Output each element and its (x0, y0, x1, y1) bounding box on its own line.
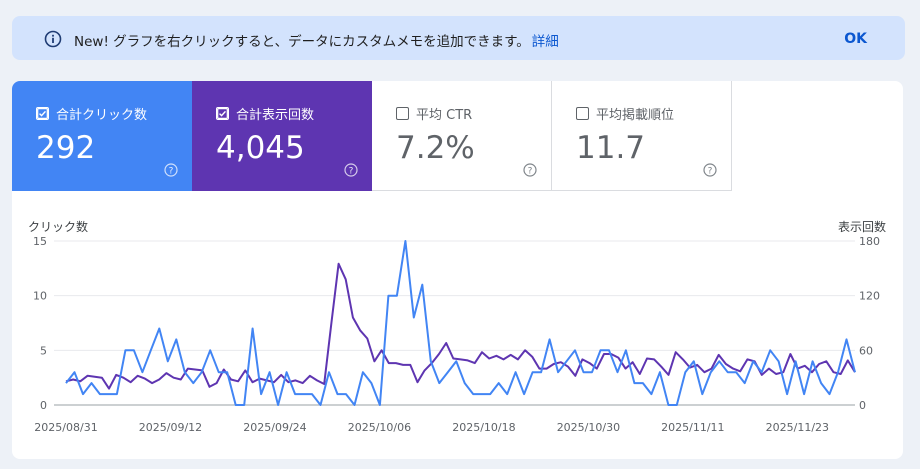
series-line (65, 262, 856, 390)
x-axis-tick-label: 2025/08/31 (34, 421, 97, 434)
left-axis-tick-label: 5 (40, 344, 47, 357)
metric-value: 11.7 (576, 130, 646, 166)
metric-value: 292 (36, 130, 96, 166)
help-icon[interactable]: ? (164, 163, 178, 177)
performance-card: 合計クリック数 292 ? 合計表示回数 4,045 ? 平均 CTR 7.2%… (12, 81, 903, 459)
help-icon[interactable]: ? (523, 163, 537, 177)
x-axis-tick-label: 2025/11/23 (766, 421, 829, 434)
right-axis-tick-label: 180 (859, 235, 880, 248)
metric-label: 平均掲載順位 (596, 108, 675, 123)
help-icon[interactable]: ? (344, 163, 358, 177)
right-axis-tick-label: 60 (859, 344, 873, 357)
right-axis-title: 表示回数 (837, 220, 886, 234)
x-axis-tick-label: 2025/10/30 (557, 421, 620, 434)
checkbox-checked-icon[interactable] (216, 107, 229, 120)
metric-total-clicks[interactable]: 合計クリック数 292 ? (12, 81, 192, 191)
metric-value: 4,045 (216, 130, 305, 166)
metric-average-ctr[interactable]: 平均 CTR 7.2% ? (372, 81, 552, 191)
banner-text: New! グラフを右クリックすると、データにカスタムメモを追加できます。 (74, 34, 530, 50)
metric-total-impressions[interactable]: 合計表示回数 4,045 ? (192, 81, 372, 191)
svg-text:?: ? (349, 166, 354, 176)
x-axis-tick-label: 2025/10/18 (452, 421, 515, 434)
x-axis-tick-label: 2025/09/12 (139, 421, 202, 434)
metric-average-position[interactable]: 平均掲載順位 11.7 ? (552, 81, 732, 191)
help-icon[interactable]: ? (703, 163, 717, 177)
x-axis-tick-label: 2025/09/24 (243, 421, 306, 434)
metric-label: 平均 CTR (416, 108, 473, 123)
metric-label: 合計表示回数 (236, 108, 315, 123)
info-icon (44, 30, 62, 48)
left-axis-tick-label: 15 (33, 235, 47, 248)
ok-button[interactable]: OK (844, 31, 867, 47)
metric-label: 合計クリック数 (56, 108, 148, 123)
series-line (65, 240, 856, 406)
metric-value: 7.2% (396, 130, 475, 166)
left-axis-tick-label: 10 (33, 290, 47, 303)
x-axis-tick-label: 2025/11/11 (661, 421, 724, 434)
checkbox-unchecked-icon[interactable] (396, 107, 409, 120)
checkbox-unchecked-icon[interactable] (576, 107, 589, 120)
right-axis-tick-label: 120 (859, 290, 880, 303)
svg-text:?: ? (708, 166, 713, 176)
banner-message: New! グラフを右クリックすると、データにカスタムメモを追加できます。 詳細 (74, 30, 559, 50)
left-axis-title: クリック数 (28, 220, 89, 234)
checkbox-checked-icon[interactable] (36, 107, 49, 120)
details-link[interactable]: 詳細 (531, 34, 559, 50)
svg-text:?: ? (528, 166, 533, 176)
left-axis-tick-label: 0 (40, 399, 47, 412)
performance-chart[interactable]: 0 5 10 15 0 60 120 180 2025/08/31 2025/09/12 2025/… (12, 81, 903, 459)
right-axis-tick-label: 0 (859, 399, 866, 412)
svg-text:?: ? (169, 166, 174, 176)
x-axis-tick-label: 2025/10/06 (348, 421, 411, 434)
notification-banner: New! グラフを右クリックすると、データにカスタムメモを追加できます。 詳細 O… (12, 16, 905, 60)
